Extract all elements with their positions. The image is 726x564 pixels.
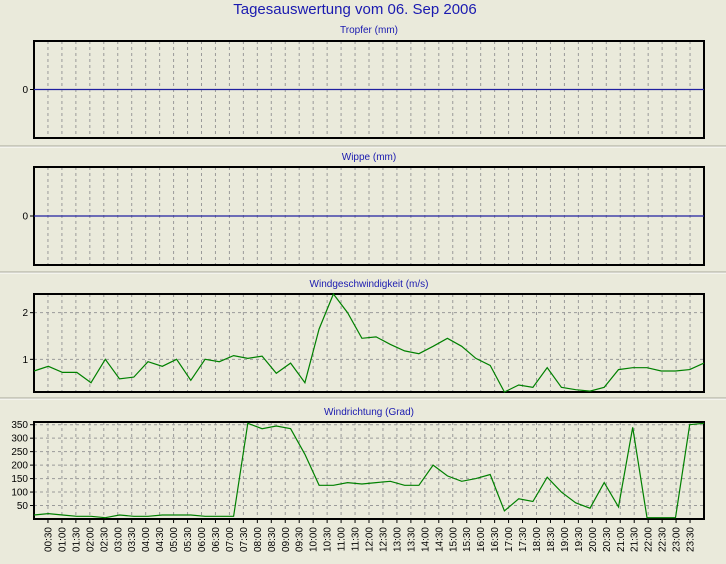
x-tick-label: 12:30: [378, 527, 389, 552]
x-tick-label: 14:30: [434, 527, 445, 552]
x-tick-label: 11:30: [351, 527, 362, 552]
x-tick-label: 06:00: [197, 527, 208, 552]
series-line: [33, 292, 705, 393]
chart-panel: Wippe (mm) 0: [0, 152, 726, 274]
plot-frame: [33, 293, 705, 393]
panel-title: Wippe (mm): [342, 152, 396, 163]
x-tick-label: 10:00: [309, 527, 320, 552]
x-tick-label: 16:00: [476, 527, 487, 552]
x-tick-label: 01:30: [71, 527, 82, 552]
x-tick-label: 21:00: [616, 527, 627, 552]
panel-title: Windgeschwindigkeit (m/s): [310, 279, 429, 290]
x-tick-label: 12:00: [365, 527, 376, 552]
x-tick-label: 17:00: [504, 527, 515, 552]
y-tick-label: 250: [11, 447, 28, 458]
x-tick-label: 20:00: [588, 527, 599, 552]
series-line: [33, 422, 705, 519]
y-tick-label: 100: [11, 488, 28, 499]
x-tick-label: 02:30: [99, 527, 110, 552]
x-tick-label: 03:30: [127, 527, 138, 552]
x-tick-label: 19:30: [574, 527, 585, 552]
y-tick-label: 50: [17, 501, 29, 512]
x-tick-label: 23:00: [672, 527, 683, 552]
chart-panel: Windgeschwindigkeit (m/s) 1 2: [0, 279, 726, 400]
x-tick-label: 16:30: [490, 527, 501, 552]
y-tick-label: 150: [11, 474, 28, 485]
y-tick-label: 350: [11, 420, 28, 431]
x-tick-label: 01:00: [57, 527, 68, 552]
x-tick-label: 07:30: [239, 527, 250, 552]
x-tick-label: 08:30: [267, 527, 278, 552]
x-tick-label: 08:00: [253, 527, 264, 552]
x-tick-label: 03:00: [113, 527, 124, 552]
x-tick-label: 19:00: [560, 527, 571, 552]
x-tick-label: 02:00: [85, 527, 96, 552]
x-tick-label: 22:00: [644, 527, 655, 552]
y-tick-label: 0: [22, 85, 28, 96]
x-tick-label: 13:00: [392, 527, 403, 552]
panel-title: Tropfer (mm): [340, 25, 398, 36]
chart-panel: Tropfer (mm) 0: [0, 25, 726, 148]
panel-title: Windrichtung (Grad): [324, 407, 414, 418]
x-tick-label: 05:00: [169, 527, 180, 552]
x-tick-label: 11:00: [337, 527, 348, 552]
x-tick-label: 18:00: [532, 527, 543, 552]
y-tick-label: 300: [11, 434, 28, 445]
x-tick-label: 10:30: [323, 527, 334, 552]
x-tick-label: 04:30: [155, 527, 166, 552]
x-tick-label: 22:30: [658, 527, 669, 552]
x-tick-label: 15:30: [462, 527, 473, 552]
x-tick-label: 04:00: [141, 527, 152, 552]
x-tick-label: 09:30: [295, 527, 306, 552]
chart-panel: Windrichtung (Grad) 50 100 150 200 250 300 350: [11, 407, 705, 520]
x-tick-label: 09:00: [281, 527, 292, 552]
x-tick-label: 07:00: [225, 527, 236, 552]
page-title: Tagesauswertung vom 06. Sep 2006: [233, 1, 477, 18]
x-tick-label: 05:30: [183, 527, 194, 552]
y-tick-label: 1: [22, 355, 28, 366]
x-tick-label: 17:30: [518, 527, 529, 552]
x-tick-label: 15:00: [448, 527, 459, 552]
x-tick-label: 23:30: [686, 527, 697, 552]
x-tick-label: 00:30: [43, 527, 54, 552]
x-tick-label: 20:30: [602, 527, 613, 552]
x-tick-label: 18:30: [546, 527, 557, 552]
y-tick-label: 0: [22, 212, 28, 223]
x-tick-label: 21:30: [630, 527, 641, 552]
x-tick-label: 06:30: [211, 527, 222, 552]
x-tick-label: 13:30: [406, 527, 417, 552]
x-tick-label: 14:00: [420, 527, 431, 552]
y-tick-label: 200: [11, 461, 28, 472]
y-tick-label: 2: [22, 308, 28, 319]
